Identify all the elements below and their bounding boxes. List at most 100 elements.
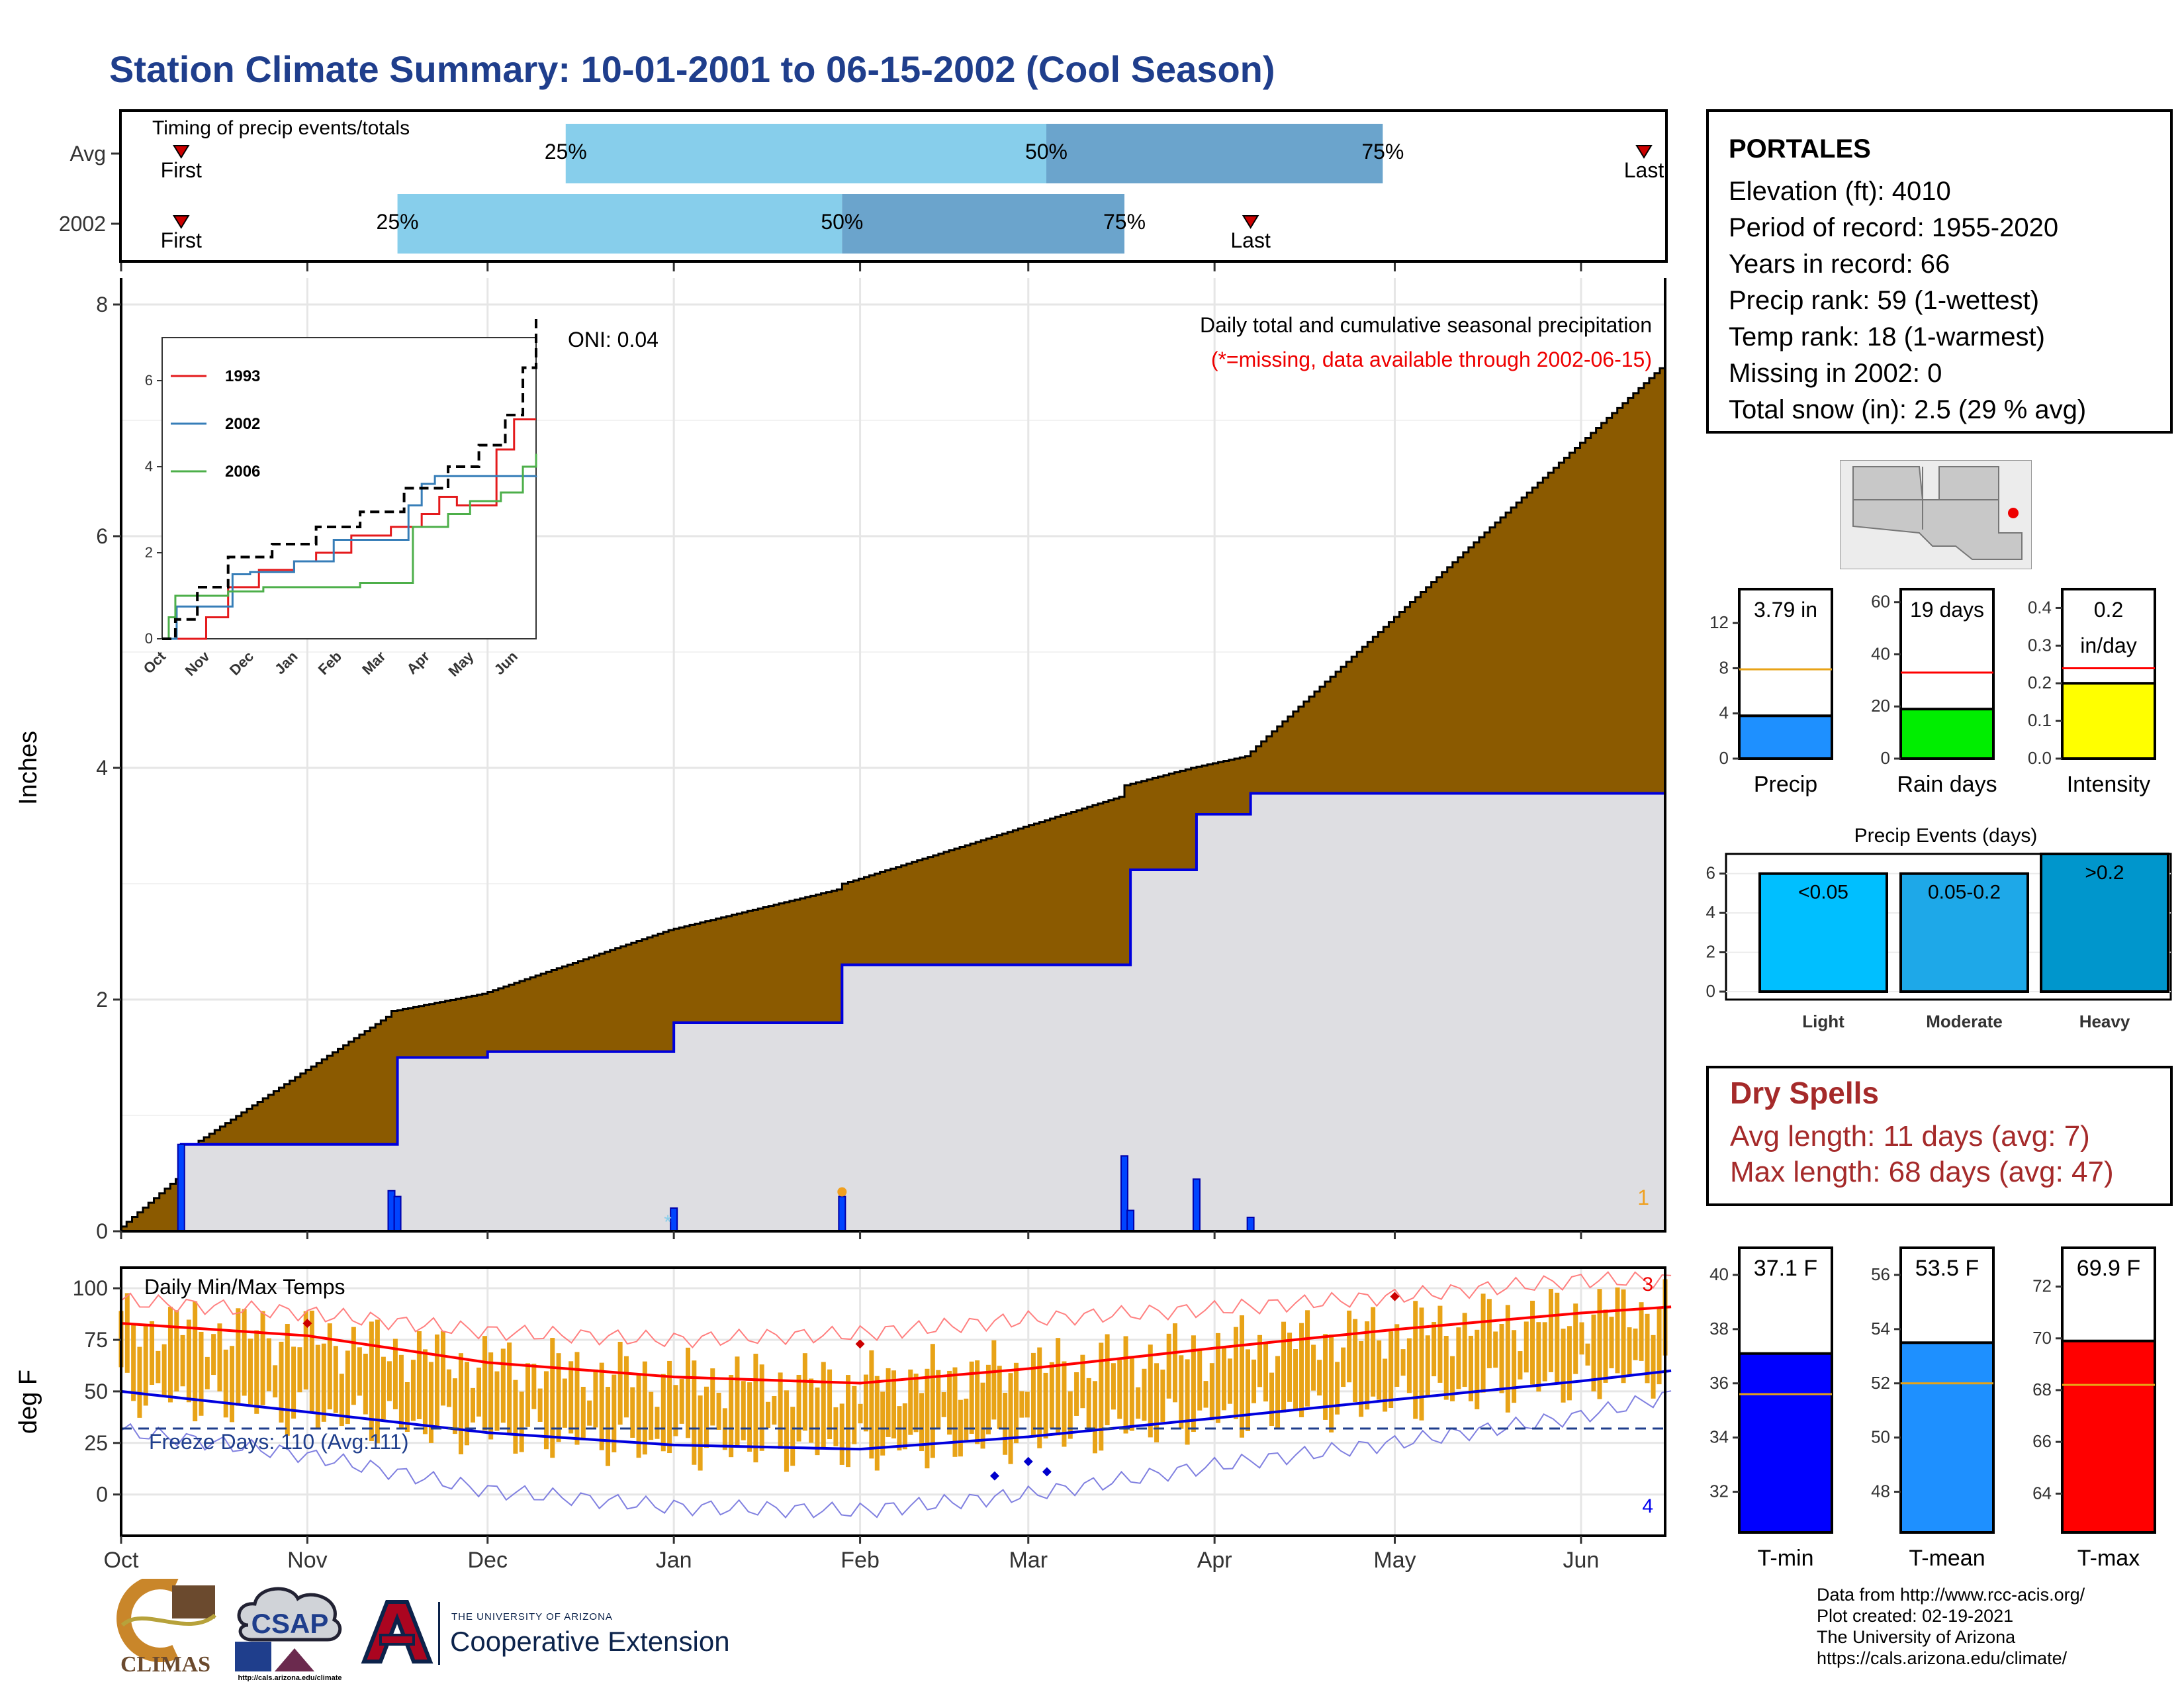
daily-temp-bar (1043, 1372, 1048, 1439)
y-tick-label: 2 (96, 988, 108, 1011)
daily-temp-bar (1062, 1361, 1067, 1447)
summary-bar (1899, 1341, 1995, 1534)
timing-row-label: 2002 (59, 212, 106, 236)
daily-temp-bar (1311, 1344, 1316, 1391)
quartile-bar-25-50 (565, 124, 1046, 183)
daily-temp-bar (1160, 1370, 1165, 1423)
daily-temp-bar (428, 1362, 433, 1443)
daily-temp-bar (1347, 1310, 1352, 1383)
daily-temp-bar (947, 1370, 952, 1435)
daily-temp-bar (1013, 1362, 1019, 1444)
daily-temp-bar (815, 1387, 820, 1456)
daily-temp-bar (1239, 1315, 1244, 1438)
x-tick-label: Feb (841, 1548, 880, 1573)
y-tick-label: 8 (1719, 657, 1729, 677)
daily-temp-bar (941, 1392, 946, 1417)
corner-hi: 3 (1642, 1274, 1653, 1295)
daily-temp-bar (919, 1393, 925, 1452)
y-tick-label: 48 (1871, 1481, 1890, 1501)
summary-category-label: T-max (2077, 1546, 2140, 1571)
daily-temp-bar (741, 1381, 746, 1440)
daily-temp-bar (642, 1361, 647, 1455)
daily-temp-bar (150, 1321, 155, 1385)
daily-temp-bar (131, 1325, 136, 1401)
credit-line: https://cals.arizona.edu/climate/ (1817, 1648, 2068, 1668)
daily-temp-bar (507, 1342, 512, 1434)
daily-temp-bar (285, 1324, 290, 1436)
daily-temp-bar (500, 1348, 506, 1423)
daily-temp-bar (392, 1338, 398, 1409)
event-bar-label: 0.05-0.2 (1928, 882, 2001, 904)
daily-temp-bar (180, 1335, 185, 1387)
daily-temp-bar (809, 1378, 814, 1443)
y-tick-label: 0 (96, 1483, 108, 1507)
y-tick-label: 0 (1881, 748, 1890, 768)
y-tick-label: 56 (1871, 1264, 1890, 1284)
precip-events-svg: Precip Events (days) 0 2 4 6 <0.05 Light 0.05-0… (1706, 825, 2172, 1031)
last-marker (1242, 215, 1259, 229)
daily-temp-bar (1245, 1349, 1250, 1432)
inset-legend-label: 2002 (225, 415, 260, 433)
daily-temp-bar (303, 1311, 308, 1390)
daily-temp-bar (1425, 1335, 1430, 1396)
daily-temp-bar (716, 1392, 721, 1430)
y-tick-label: 50 (1871, 1427, 1890, 1447)
daily-temp-bar (1377, 1340, 1382, 1400)
summary-value-label: 53.5 F (1915, 1256, 1979, 1281)
page-title: Station Climate Summary: 10-01-2001 to 0… (109, 48, 1275, 90)
daily-temp-bar (1323, 1334, 1328, 1420)
daily-temp-bar (223, 1349, 228, 1418)
daily-temp-bar (753, 1354, 758, 1463)
temp-panel-title: Daily Min/Max Temps (144, 1275, 345, 1299)
station-line: Period of record: 1955-2020 (1729, 213, 2059, 242)
daily-temp-bar (827, 1369, 833, 1440)
event-bar (1758, 872, 1888, 994)
plot-frame (120, 278, 1666, 1233)
temp-svg: 0 25 50 75 100 Oct Nov Dec Jan Feb Mar Apr May Jun deg… (15, 1266, 1672, 1573)
daily-temp-bar (913, 1374, 919, 1432)
daily-temp-bar (1287, 1333, 1293, 1402)
daily-temp-bar (1299, 1323, 1304, 1418)
daily-temp-bar (1111, 1363, 1116, 1410)
daily-temp-bar (440, 1331, 445, 1406)
x-tick-label: Jun (1563, 1548, 1599, 1573)
daily-temp-bar (482, 1336, 488, 1430)
credits: Data from http://www.rcc-acis.org/ Plot … (1817, 1584, 2085, 1669)
daily-temp-bar (531, 1364, 537, 1409)
daily-temp-bar (1329, 1335, 1334, 1432)
daily-temp-bar (952, 1367, 958, 1457)
daily-temp-bar (513, 1380, 518, 1454)
y-tick-label: 32 (1709, 1481, 1729, 1501)
climas-text: CLIMAS (120, 1652, 210, 1677)
x-tick-label: Mar (1009, 1548, 1048, 1573)
daily-temp-bar (1585, 1343, 1590, 1366)
station-line: Total snow (in): 2.5 (29 % avg) (1729, 395, 2087, 424)
y-tick-label: 75 (84, 1328, 108, 1352)
daily-temp-bar (1400, 1349, 1406, 1376)
daily-temp-bar (543, 1371, 549, 1450)
y-axis-label: Inches (15, 731, 42, 805)
daily-temp-bar (821, 1362, 826, 1450)
daily-temp-bar (1555, 1292, 1560, 1383)
daily-temp-bar (1275, 1356, 1281, 1430)
y-tick-label: 0.0 (2028, 748, 2052, 768)
summary-bar (2061, 1339, 2156, 1534)
daily-temp-bar (1341, 1347, 1346, 1387)
daily-temp-bar (852, 1385, 857, 1444)
climas-logo: CLIMAS (116, 1579, 216, 1677)
daily-temp-bar (660, 1374, 666, 1452)
daily-temp-bar (1024, 1391, 1030, 1418)
daily-temp-bar (729, 1375, 734, 1458)
summary-value-label: 3.79 in (1754, 598, 1817, 622)
daily-temp-bar (874, 1376, 880, 1471)
inset-y-tick-label: 2 (145, 544, 153, 561)
daily-temp-bar (735, 1356, 740, 1446)
daily-temp-bar (1413, 1301, 1418, 1419)
daily-temp-bar (404, 1382, 410, 1432)
daily-temp-bar (580, 1386, 586, 1440)
daily-temp-bar (1179, 1355, 1184, 1429)
y-tick-label: 12 (1709, 612, 1729, 632)
daily-temp-bar (416, 1331, 422, 1419)
daily-temp-bar (339, 1374, 344, 1427)
daily-temp-bar (494, 1371, 500, 1431)
